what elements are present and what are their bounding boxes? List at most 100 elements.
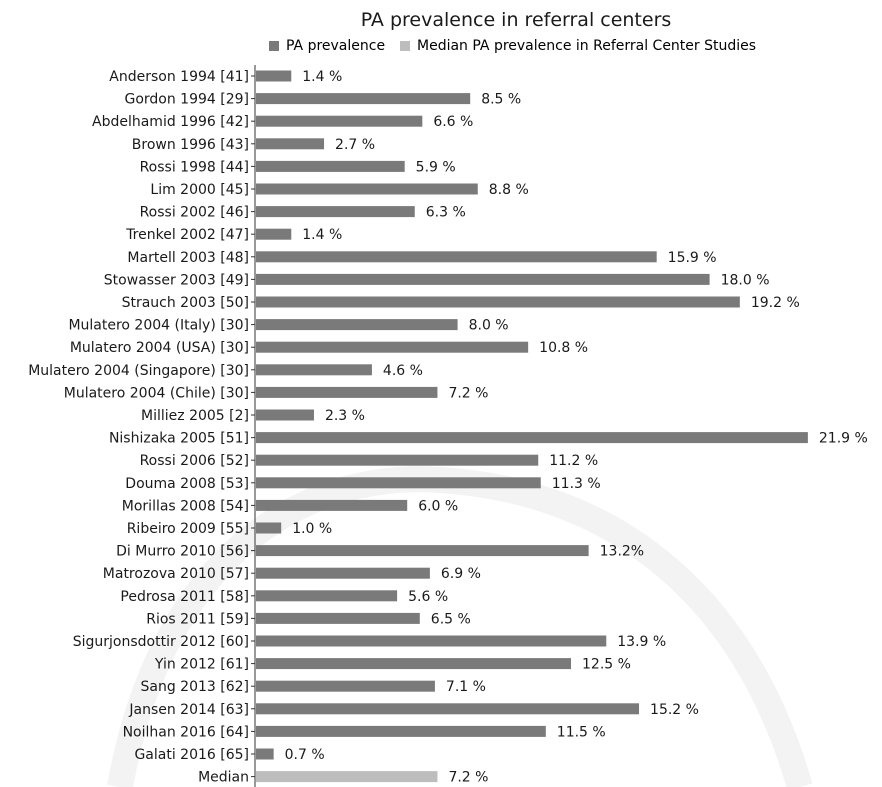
bar-stowasser-2003-49 (256, 273, 710, 285)
bar-nishizaka-2005-51 (256, 432, 808, 444)
value-label-lim-2000-45: 8.8 % (489, 182, 529, 198)
bar-pedrosa-2011-58 (256, 590, 398, 602)
value-label-rossi-2002-46: 6.3 % (426, 205, 466, 221)
category-label-mulatero-2004-usa-30: Mulatero 2004 (USA) [30] (70, 340, 249, 356)
chart-title: PA prevalence in referral centers (361, 9, 672, 31)
value-label-gordon-1994-29: 8.5 % (481, 92, 521, 108)
category-label-sang-2013-62: Sang 2013 [62] (141, 679, 250, 695)
bar-noilhan-2016-64 (256, 725, 546, 737)
value-label-mulatero-2004-chile-30: 7.2 % (448, 385, 488, 401)
value-label-strauch-2003-50: 19.2 % (751, 295, 800, 311)
bar-lim-2000-45 (256, 183, 478, 195)
value-label-douma-2008-53: 11.3 % (552, 476, 601, 492)
bar-matrozova-2010-57 (256, 567, 430, 579)
category-label-nishizaka-2005-51: Nishizaka 2005 [51] (109, 431, 249, 447)
value-label-sigurjonsdottir-2012-60: 13.9 % (617, 634, 666, 650)
category-label-median: Median (198, 770, 249, 786)
category-label-sigurjonsdottir-2012-60: Sigurjonsdottir 2012 [60] (73, 634, 249, 650)
category-label-pedrosa-2011-58: Pedrosa 2011 [58] (120, 589, 249, 605)
value-label-yin-2012-61: 12.5 % (582, 657, 631, 673)
value-label-mulatero-2004-italy-30: 8.0 % (469, 318, 509, 334)
value-label-di-murro-2010-56: 13.2% (600, 544, 644, 560)
category-label-abdelhamid-1996-42: Abdelhamid 1996 [42] (92, 114, 249, 130)
value-label-jansen-2014-63: 15.2 % (650, 702, 699, 718)
value-labels: 1.4 % 8.5 % 6.6 % 2.7 % 5.9 % 8.8 % 6.3 % 1.4 %… (285, 69, 868, 786)
bar-trenkel-2002-47 (256, 228, 292, 240)
bar-di-murro-2010-56 (256, 545, 589, 557)
category-label-matrozova-2010-57: Matrozova 2010 [57] (103, 566, 249, 582)
bar-abdelhamid-1996-42 (256, 115, 423, 127)
bar-rossi-2002-46 (256, 206, 415, 218)
bars-group (256, 70, 808, 783)
bar-milliez-2005-2 (256, 409, 314, 421)
bar-rossi-1998-44 (256, 160, 405, 172)
value-label-mulatero-2004-singapore-30: 4.6 % (383, 363, 423, 379)
legend-swatch-median (400, 41, 410, 51)
category-label-rossi-2002-46: Rossi 2002 [46] (140, 205, 249, 221)
bar-anderson-1994-41 (256, 70, 292, 82)
category-label-rossi-2006-52: Rossi 2006 [52] (140, 453, 249, 469)
value-label-brown-1996-43: 2.7 % (335, 137, 375, 153)
category-label-martell-2003-48: Martell 2003 [48] (127, 250, 249, 266)
value-label-stowasser-2003-49: 18.0 % (721, 272, 770, 288)
value-label-galati-2016-65: 0.7 % (285, 747, 325, 763)
category-label-milliez-2005-2: Milliez 2005 [2] (141, 408, 249, 424)
bar-mulatero-2004-italy-30 (256, 319, 458, 331)
category-label-morillas-2008-54: Morillas 2008 [54] (122, 498, 249, 514)
value-label-rossi-2006-52: 11.2 % (549, 453, 598, 469)
bar-rios-2011-59 (256, 612, 420, 624)
bar-douma-2008-53 (256, 477, 541, 489)
value-label-rossi-1998-44: 5.9 % (416, 159, 456, 175)
category-label-trenkel-2002-47: Trenkel 2002 [47] (125, 227, 249, 243)
category-label-mulatero-2004-italy-30: Mulatero 2004 (Italy) [30] (68, 318, 249, 334)
bar-ribeiro-2009-55 (256, 522, 282, 534)
bar-gordon-1994-29 (256, 93, 471, 105)
value-label-matrozova-2010-57: 6.9 % (441, 566, 481, 582)
category-label-rossi-1998-44: Rossi 1998 [44] (140, 159, 249, 175)
bar-rossi-2006-52 (256, 454, 539, 466)
bar-mulatero-2004-usa-30 (256, 341, 529, 353)
legend-swatch-pa-prevalence (269, 41, 279, 51)
bar-mulatero-2004-chile-30 (256, 386, 438, 398)
value-label-morillas-2008-54: 6.0 % (418, 498, 458, 514)
category-label-jansen-2014-63: Jansen 2014 [63] (128, 702, 249, 718)
category-label-stowasser-2003-49: Stowasser 2003 [49] (104, 272, 249, 288)
category-label-brown-1996-43: Brown 1996 [43] (132, 137, 249, 153)
value-label-mulatero-2004-usa-30: 10.8 % (539, 340, 588, 356)
bar-morillas-2008-54 (256, 499, 408, 511)
legend-label-pa-prevalence: PA prevalence (286, 38, 385, 54)
bar-median (256, 771, 438, 783)
category-label-ribeiro-2009-55: Ribeiro 2009 [55] (127, 521, 249, 537)
value-label-ribeiro-2009-55: 1.0 % (292, 521, 332, 537)
value-label-nishizaka-2005-51: 21.9 % (819, 431, 868, 447)
value-label-noilhan-2016-64: 11.5 % (557, 724, 606, 740)
category-label-yin-2012-61: Yin 2012 [61] (154, 657, 249, 673)
value-label-sang-2013-62: 7.1 % (446, 679, 486, 695)
legend-label-median: Median PA prevalence in Referral Center … (417, 38, 756, 54)
category-label-di-murro-2010-56: Di Murro 2010 [56] (116, 544, 249, 560)
bar-brown-1996-43 (256, 138, 325, 150)
value-label-rios-2011-59: 6.5 % (431, 611, 471, 627)
category-label-mulatero-2004-chile-30: Mulatero 2004 (Chile) [30] (64, 385, 249, 401)
category-label-douma-2008-53: Douma 2008 [53] (125, 476, 249, 492)
category-label-gordon-1994-29: Gordon 1994 [29] (124, 92, 249, 108)
value-label-trenkel-2002-47: 1.4 % (302, 227, 342, 243)
category-label-noilhan-2016-64: Noilhan 2016 [64] (123, 724, 249, 740)
value-label-martell-2003-48: 15.9 % (668, 250, 717, 266)
category-labels: Anderson 1994 [41] Gordon 1994 [29] Abdelh… (28, 69, 255, 786)
category-label-strauch-2003-50: Strauch 2003 [50] (122, 295, 249, 311)
bar-yin-2012-61 (256, 658, 571, 670)
category-label-galati-2016-65: Galati 2016 [65] (134, 747, 249, 763)
bar-sang-2013-62 (256, 680, 435, 692)
value-label-milliez-2005-2: 2.3 % (325, 408, 365, 424)
bar-galati-2016-65 (256, 748, 274, 760)
value-label-abdelhamid-1996-42: 6.6 % (433, 114, 473, 130)
value-label-median: 7.2 % (448, 770, 488, 786)
bar-martell-2003-48 (256, 251, 657, 263)
bar-jansen-2014-63 (256, 703, 640, 715)
value-label-anderson-1994-41: 1.4 % (302, 69, 342, 85)
category-label-anderson-1994-41: Anderson 1994 [41] (109, 69, 249, 85)
chart-legend: PA prevalence Median PA prevalence in Re… (269, 38, 756, 54)
